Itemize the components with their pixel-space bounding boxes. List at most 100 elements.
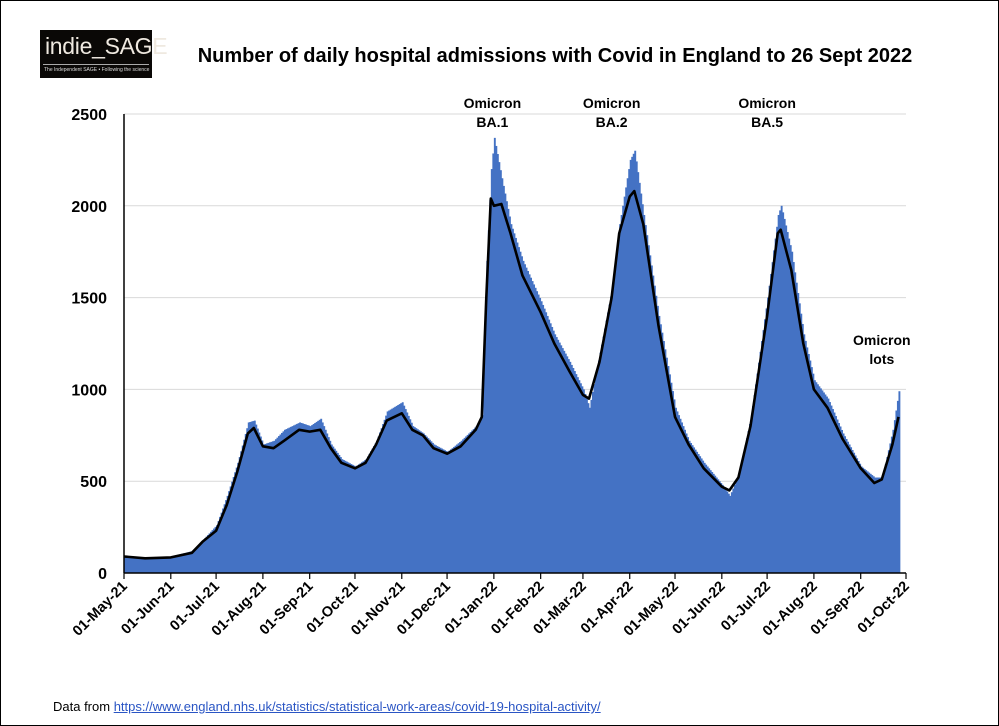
bar [274,439,277,573]
bar [649,255,652,573]
bar [588,407,591,573]
bar [552,330,555,573]
bar [668,374,671,573]
bar [232,477,235,573]
annotation-label: Omicron [464,95,522,111]
bar [306,425,309,573]
bar [875,477,878,573]
bar [483,363,486,573]
bar [569,361,572,573]
data-source-link[interactable]: https://www.england.nhs.uk/statistics/st… [113,699,601,714]
bar [285,429,288,573]
bar [605,320,608,573]
bar [555,337,558,573]
bar [575,374,578,573]
bar [395,405,398,573]
bar [252,421,255,573]
footer-prefix: Data from [53,699,114,714]
bar [756,373,759,573]
bar [398,404,401,573]
bar [632,153,635,573]
bar [190,551,193,573]
bar [758,362,760,573]
bar [785,225,788,573]
bar [619,224,622,573]
bar [644,225,647,573]
bar [884,463,887,573]
bar [604,328,606,573]
bar [413,427,416,573]
bar [767,297,770,573]
bar [662,340,665,573]
y-tick-label: 2500 [71,107,107,124]
annotation-label: Omicron [738,95,796,111]
bar [456,444,459,573]
bar [339,457,342,573]
bar [389,409,392,573]
bar [862,467,865,573]
bar [148,558,151,573]
bar [208,533,211,573]
bar [599,352,602,573]
bar [818,386,821,573]
bar [335,450,338,573]
annotation-label: Omicron [853,332,911,348]
bar [498,162,501,573]
bar [501,178,504,573]
bar [454,445,457,573]
bar [810,367,813,573]
bar [711,472,714,573]
bar [492,153,495,573]
bar [133,556,135,573]
bar [587,403,590,573]
bar [374,443,377,573]
bar [451,448,454,573]
bar [406,412,409,573]
bar [504,193,507,573]
bar [244,433,247,573]
bar [841,429,843,573]
bar [127,555,129,573]
bar [705,464,708,573]
bar [641,204,644,573]
bar [388,410,391,573]
bar [839,426,842,573]
bar [205,536,208,573]
bar [465,436,468,573]
bar [540,301,543,573]
bar [436,446,439,573]
bar [803,334,806,573]
bar [241,445,244,573]
annotation-label: BA.2 [596,114,628,130]
bar [185,552,188,573]
bar [771,262,774,573]
bar [622,205,625,574]
bar [223,504,226,573]
bar [827,398,830,573]
bar [371,448,374,573]
bar [871,475,874,573]
bar [164,556,167,573]
logo-divider [43,64,149,65]
bar [450,449,452,573]
bar [271,441,274,573]
bar [293,425,295,573]
bar [595,376,597,573]
bar [155,557,158,573]
bar [400,403,403,573]
bar [830,405,833,573]
bar [219,516,222,573]
bar [361,462,363,573]
y-tick-label: 0 [98,566,107,583]
bar [353,465,356,573]
bar [690,443,693,573]
bar [131,556,134,573]
bar [607,312,609,573]
bar [194,547,197,573]
bar [511,228,514,573]
bar [806,347,809,573]
bar [681,422,683,573]
bar [791,251,794,573]
bar [742,452,745,573]
bar [591,392,594,573]
